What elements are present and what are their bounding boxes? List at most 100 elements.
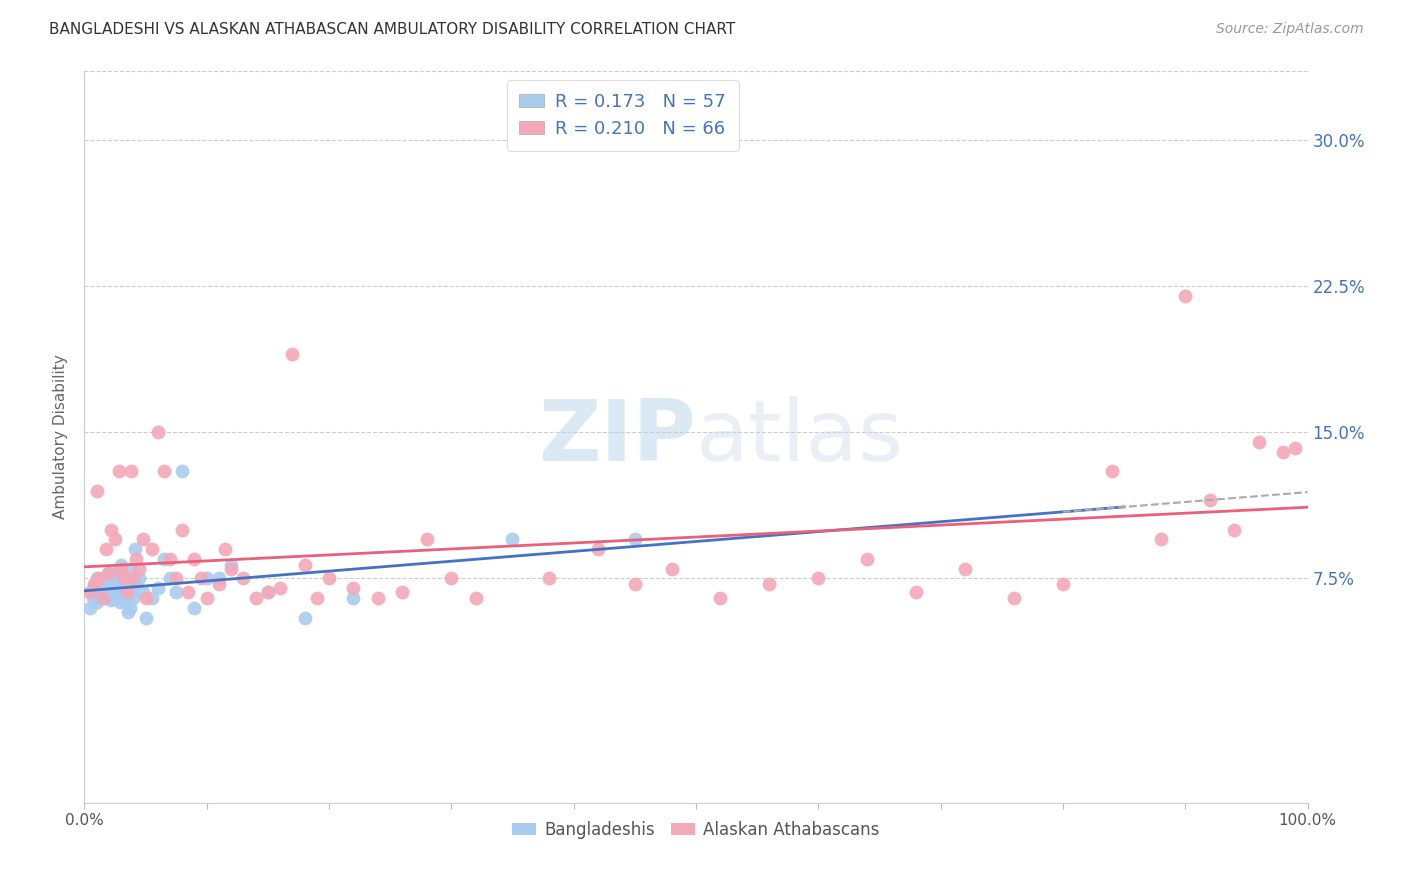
Point — [79, 600, 101, 615]
Point — [83, 581, 105, 595]
Point — [86, 483, 108, 498]
Point — [183, 552, 205, 566]
Point — [1247, 434, 1270, 449]
Point — [105, 572, 128, 586]
Point — [661, 562, 683, 576]
Point — [159, 552, 181, 566]
Point — [87, 585, 110, 599]
Point — [97, 566, 120, 580]
Point — [132, 533, 155, 547]
Point — [953, 562, 976, 576]
Point — [135, 610, 157, 624]
Point — [90, 577, 112, 591]
Point — [120, 562, 142, 576]
Point — [135, 591, 157, 605]
Point — [121, 581, 143, 595]
Point — [624, 533, 647, 547]
Point — [257, 585, 280, 599]
Point — [111, 581, 134, 595]
Point — [100, 593, 122, 607]
Point — [110, 562, 132, 576]
Point — [83, 577, 105, 591]
Point — [93, 572, 115, 586]
Point — [214, 542, 236, 557]
Point — [79, 585, 101, 599]
Point — [905, 585, 928, 599]
Point — [112, 585, 135, 599]
Point — [86, 577, 108, 591]
Point — [153, 552, 176, 566]
Point — [172, 464, 194, 478]
Point — [141, 591, 163, 605]
Point — [96, 542, 118, 557]
Point — [208, 577, 231, 591]
Point — [118, 600, 141, 615]
Point — [107, 464, 129, 478]
Point — [257, 585, 280, 599]
Point — [538, 572, 561, 586]
Point — [108, 595, 131, 609]
Point — [1174, 288, 1197, 302]
Point — [807, 572, 830, 586]
Point — [100, 523, 122, 537]
Point — [132, 585, 155, 599]
Point — [165, 572, 187, 586]
Point — [709, 591, 731, 605]
Point — [104, 591, 127, 605]
Point — [115, 595, 138, 609]
Point — [115, 591, 138, 605]
Point — [219, 558, 242, 572]
Point — [94, 581, 117, 595]
Point — [172, 523, 194, 537]
Point — [1101, 464, 1123, 478]
Point — [318, 572, 340, 586]
Point — [117, 605, 139, 619]
Point — [86, 572, 108, 586]
Point — [101, 577, 124, 591]
Point — [281, 347, 304, 361]
Point — [190, 572, 212, 586]
Point — [269, 581, 291, 595]
Text: atlas: atlas — [696, 395, 904, 479]
Point — [183, 600, 205, 615]
Point — [153, 464, 176, 478]
Point — [103, 566, 125, 580]
Point — [342, 591, 364, 605]
Point — [125, 577, 148, 591]
Point — [91, 587, 114, 601]
Point — [502, 533, 524, 547]
Text: ZIP: ZIP — [538, 395, 696, 479]
Point — [391, 585, 413, 599]
Y-axis label: Ambulatory Disability: Ambulatory Disability — [53, 355, 69, 519]
Point — [232, 572, 254, 586]
Point — [624, 577, 647, 591]
Point — [159, 572, 181, 586]
Point — [219, 562, 242, 576]
Point — [440, 572, 463, 586]
Point — [1223, 523, 1246, 537]
Point — [97, 566, 120, 580]
Point — [1272, 444, 1295, 458]
Point — [141, 542, 163, 557]
Point — [195, 572, 218, 586]
Point — [91, 591, 114, 605]
Point — [1150, 533, 1173, 547]
Point — [294, 610, 316, 624]
Point — [107, 587, 129, 601]
Point — [856, 552, 879, 566]
Point — [120, 464, 142, 478]
Point — [84, 585, 107, 599]
Point — [89, 591, 111, 605]
Point — [586, 542, 609, 557]
Point — [128, 562, 150, 576]
Point — [1052, 577, 1074, 591]
Point — [305, 591, 328, 605]
Point — [1198, 493, 1220, 508]
Point — [146, 581, 169, 595]
Point — [105, 581, 128, 595]
Point — [464, 591, 486, 605]
Point — [128, 572, 150, 586]
Point — [86, 595, 108, 609]
Point — [146, 425, 169, 440]
Point — [195, 591, 218, 605]
